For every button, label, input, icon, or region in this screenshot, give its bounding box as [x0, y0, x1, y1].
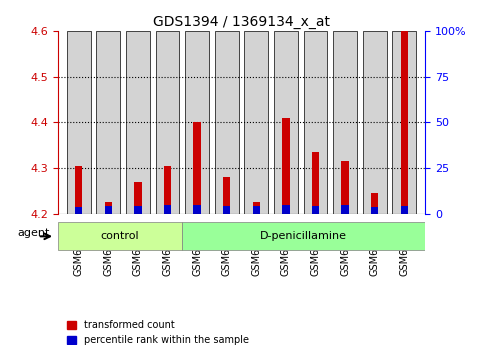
- Bar: [105, 206, 112, 214]
- Bar: [253, 206, 260, 214]
- Bar: [164, 205, 171, 214]
- Bar: [400, 206, 408, 214]
- Bar: [75, 207, 83, 214]
- Bar: [215, 31, 239, 214]
- Text: D-penicillamine: D-penicillamine: [260, 231, 347, 241]
- Text: control: control: [101, 231, 140, 241]
- Bar: [134, 182, 142, 214]
- Bar: [341, 205, 349, 214]
- Bar: [304, 31, 327, 214]
- Bar: [185, 31, 209, 214]
- Bar: [75, 166, 83, 214]
- Bar: [244, 31, 268, 214]
- Bar: [274, 31, 298, 214]
- Bar: [193, 122, 201, 214]
- Text: agent: agent: [17, 228, 50, 238]
- Bar: [312, 206, 319, 214]
- Bar: [105, 203, 112, 214]
- Bar: [134, 206, 142, 214]
- Bar: [312, 152, 319, 214]
- FancyBboxPatch shape: [182, 223, 425, 250]
- Bar: [97, 31, 120, 214]
- Bar: [67, 31, 90, 214]
- Bar: [400, 31, 408, 214]
- Bar: [371, 193, 378, 214]
- Bar: [333, 31, 357, 214]
- Bar: [341, 161, 349, 214]
- Bar: [363, 31, 386, 214]
- Bar: [253, 203, 260, 214]
- Bar: [282, 118, 290, 214]
- Bar: [164, 166, 171, 214]
- Legend: transformed count, percentile rank within the sample: transformed count, percentile rank withi…: [63, 317, 253, 345]
- Title: GDS1394 / 1369134_x_at: GDS1394 / 1369134_x_at: [153, 14, 330, 29]
- Bar: [282, 205, 290, 214]
- Bar: [193, 205, 201, 214]
- Bar: [371, 207, 378, 214]
- Bar: [156, 31, 179, 214]
- FancyBboxPatch shape: [58, 223, 182, 250]
- Bar: [393, 31, 416, 214]
- Bar: [223, 177, 230, 214]
- Bar: [126, 31, 150, 214]
- Bar: [223, 206, 230, 214]
